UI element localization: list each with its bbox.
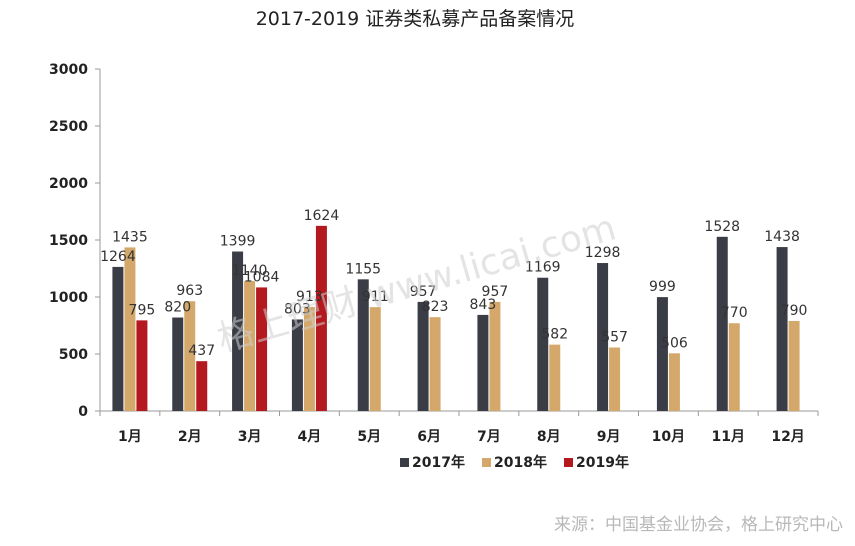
bar <box>549 344 561 411</box>
bar <box>656 297 668 411</box>
data-label: 957 <box>482 284 509 300</box>
chart-title: 2017-2019 证券类私募产品备案情况 <box>256 8 575 30</box>
y-tick-label: 2500 <box>49 119 88 135</box>
x-tick-label: 2月 <box>178 429 202 445</box>
x-tick-label: 5月 <box>357 429 381 445</box>
bar <box>776 247 788 411</box>
bar <box>124 247 136 411</box>
legend-label: 2019年 <box>576 454 629 471</box>
x-tick-label: 12月 <box>771 429 804 445</box>
bar <box>244 281 256 411</box>
bar <box>232 251 244 411</box>
source-note: 来源：中国基金业协会，格上研究中心 <box>554 515 843 535</box>
bar <box>429 317 441 411</box>
data-label: 963 <box>176 283 203 299</box>
y-tick-label: 1500 <box>49 233 88 249</box>
bar <box>184 301 196 411</box>
data-label: 913 <box>296 289 323 305</box>
y-tick-label: 1000 <box>49 290 88 306</box>
bar <box>728 323 740 411</box>
bar <box>291 319 303 411</box>
bar <box>477 314 489 411</box>
bar <box>357 279 369 411</box>
data-label: 1084 <box>244 269 280 285</box>
data-label: 823 <box>422 299 449 315</box>
data-label: 843 <box>470 297 497 313</box>
chart-bars <box>112 225 800 411</box>
data-label: 1264 <box>100 249 136 265</box>
x-tick-label: 10月 <box>652 429 685 445</box>
x-tick-label: 4月 <box>298 429 322 445</box>
x-tick-label: 6月 <box>417 429 441 445</box>
data-label: 1169 <box>525 260 561 276</box>
x-tick-label: 3月 <box>238 429 262 445</box>
x-tick-label: 11月 <box>712 429 745 445</box>
y-tick-label: 3000 <box>49 62 88 78</box>
data-label: 437 <box>188 343 215 359</box>
data-label: 1140 <box>232 263 268 279</box>
data-label: 795 <box>129 302 156 318</box>
bar <box>609 347 621 411</box>
bar <box>788 320 800 411</box>
data-label: 803 <box>284 301 311 317</box>
x-tick-label: 9月 <box>597 429 621 445</box>
data-label: 557 <box>601 330 628 346</box>
x-tick-label: 1月 <box>118 429 142 445</box>
x-tick-label: 8月 <box>537 429 561 445</box>
legend-swatch <box>400 458 409 467</box>
data-label: 1438 <box>764 229 800 245</box>
data-label: 911 <box>362 289 389 305</box>
bar <box>417 301 429 411</box>
legend-swatch <box>482 458 491 467</box>
bar <box>112 266 124 411</box>
chart-legend: 2017年 2018年 2019年 <box>400 454 629 471</box>
data-label: 790 <box>781 303 808 319</box>
data-label: 1155 <box>345 261 381 277</box>
y-tick-label: 2000 <box>49 176 88 192</box>
data-label: 770 <box>721 305 748 321</box>
x-tick-label: 7月 <box>477 429 501 445</box>
data-label: 820 <box>164 300 191 316</box>
data-label: 1624 <box>304 208 340 224</box>
data-label: 582 <box>541 327 568 343</box>
bar <box>668 353 680 411</box>
y-tick-label: 0 <box>78 404 88 420</box>
bar <box>315 225 327 411</box>
y-tick-label: 500 <box>59 347 88 363</box>
bar <box>256 287 268 411</box>
bar <box>537 277 549 411</box>
data-label: 1298 <box>585 245 621 261</box>
bar <box>716 236 728 411</box>
bar <box>172 317 184 411</box>
data-label: 506 <box>661 335 688 351</box>
data-label: 1399 <box>220 234 256 250</box>
data-label: 999 <box>649 279 676 295</box>
legend-swatch <box>564 458 573 467</box>
data-label: 957 <box>410 284 437 300</box>
bar <box>136 320 148 411</box>
data-label: 1528 <box>704 219 740 235</box>
bar <box>597 263 609 411</box>
legend-label: 2017年 <box>412 454 465 471</box>
bar <box>489 301 501 411</box>
bar <box>369 307 381 411</box>
bar <box>196 361 208 411</box>
legend-label: 2018年 <box>494 454 547 471</box>
bar <box>303 306 315 411</box>
chart-axes: 0 500 1000 1500 2000 2500 3000 1月 2月 3月 4月 5月 6月 7月 8月… <box>49 62 819 445</box>
data-label: 1435 <box>112 229 148 245</box>
